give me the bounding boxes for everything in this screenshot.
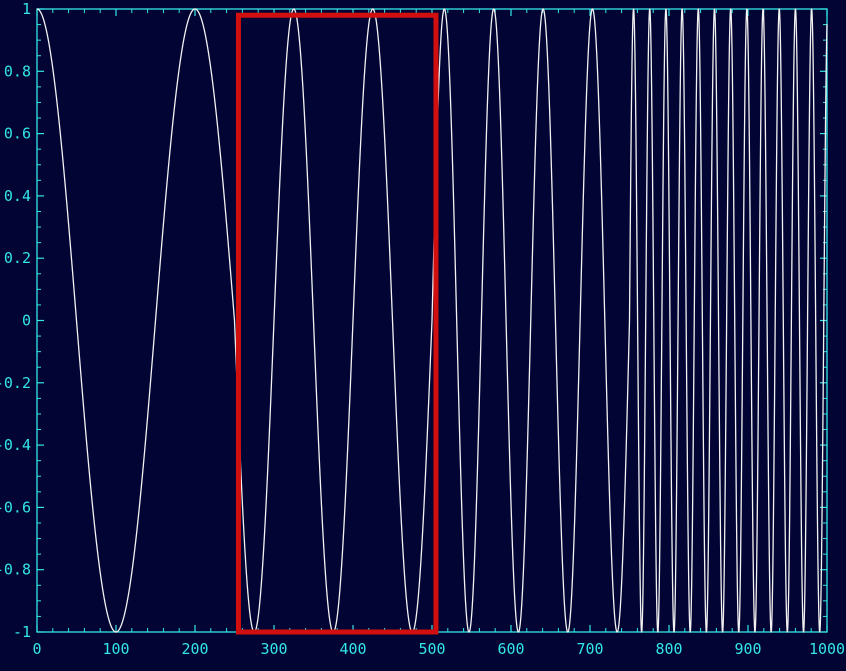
y-tick-label: 0.6 xyxy=(4,125,31,143)
y-tick-label: -0.4 xyxy=(0,436,31,454)
y-tick-label: 0 xyxy=(22,312,31,330)
x-tick-label: 700 xyxy=(576,640,603,658)
highlight-rectangle xyxy=(235,12,439,635)
y-tick-label: -0.2 xyxy=(0,374,31,392)
x-tick-label: 200 xyxy=(181,640,208,658)
x-tick-label: 300 xyxy=(260,640,287,658)
x-tick-label: 400 xyxy=(339,640,366,658)
y-tick-label: -0.6 xyxy=(0,498,31,516)
series-layer xyxy=(36,8,828,633)
y-tick-label: -1 xyxy=(13,623,31,641)
x-tick-label: 500 xyxy=(418,640,445,658)
x-tick-label: 800 xyxy=(655,640,682,658)
y-tick-label: -0.8 xyxy=(0,561,31,579)
x-tick-label: 600 xyxy=(497,640,524,658)
x-tick-label: 0 xyxy=(32,640,41,658)
y-axis: 1 0.8 0.6 0.4 0.2 0 -0.2 -0.4 -0.6 -0.8 -1 xyxy=(0,0,827,641)
y-tick-label: 0.2 xyxy=(4,249,31,267)
x-axis: 0 100 200 300 400 500 600 700 800 900 1000 xyxy=(32,9,845,658)
signal-line xyxy=(36,8,828,633)
x-tick-label: 900 xyxy=(734,640,761,658)
highlight-layer xyxy=(235,12,439,635)
y-tick-label: 1 xyxy=(22,0,31,18)
x-tick-label: 1000 xyxy=(809,640,845,658)
y-tick-label: 0.8 xyxy=(4,62,31,80)
x-tick-label: 100 xyxy=(102,640,129,658)
y-tick-label: 0.4 xyxy=(4,187,31,205)
